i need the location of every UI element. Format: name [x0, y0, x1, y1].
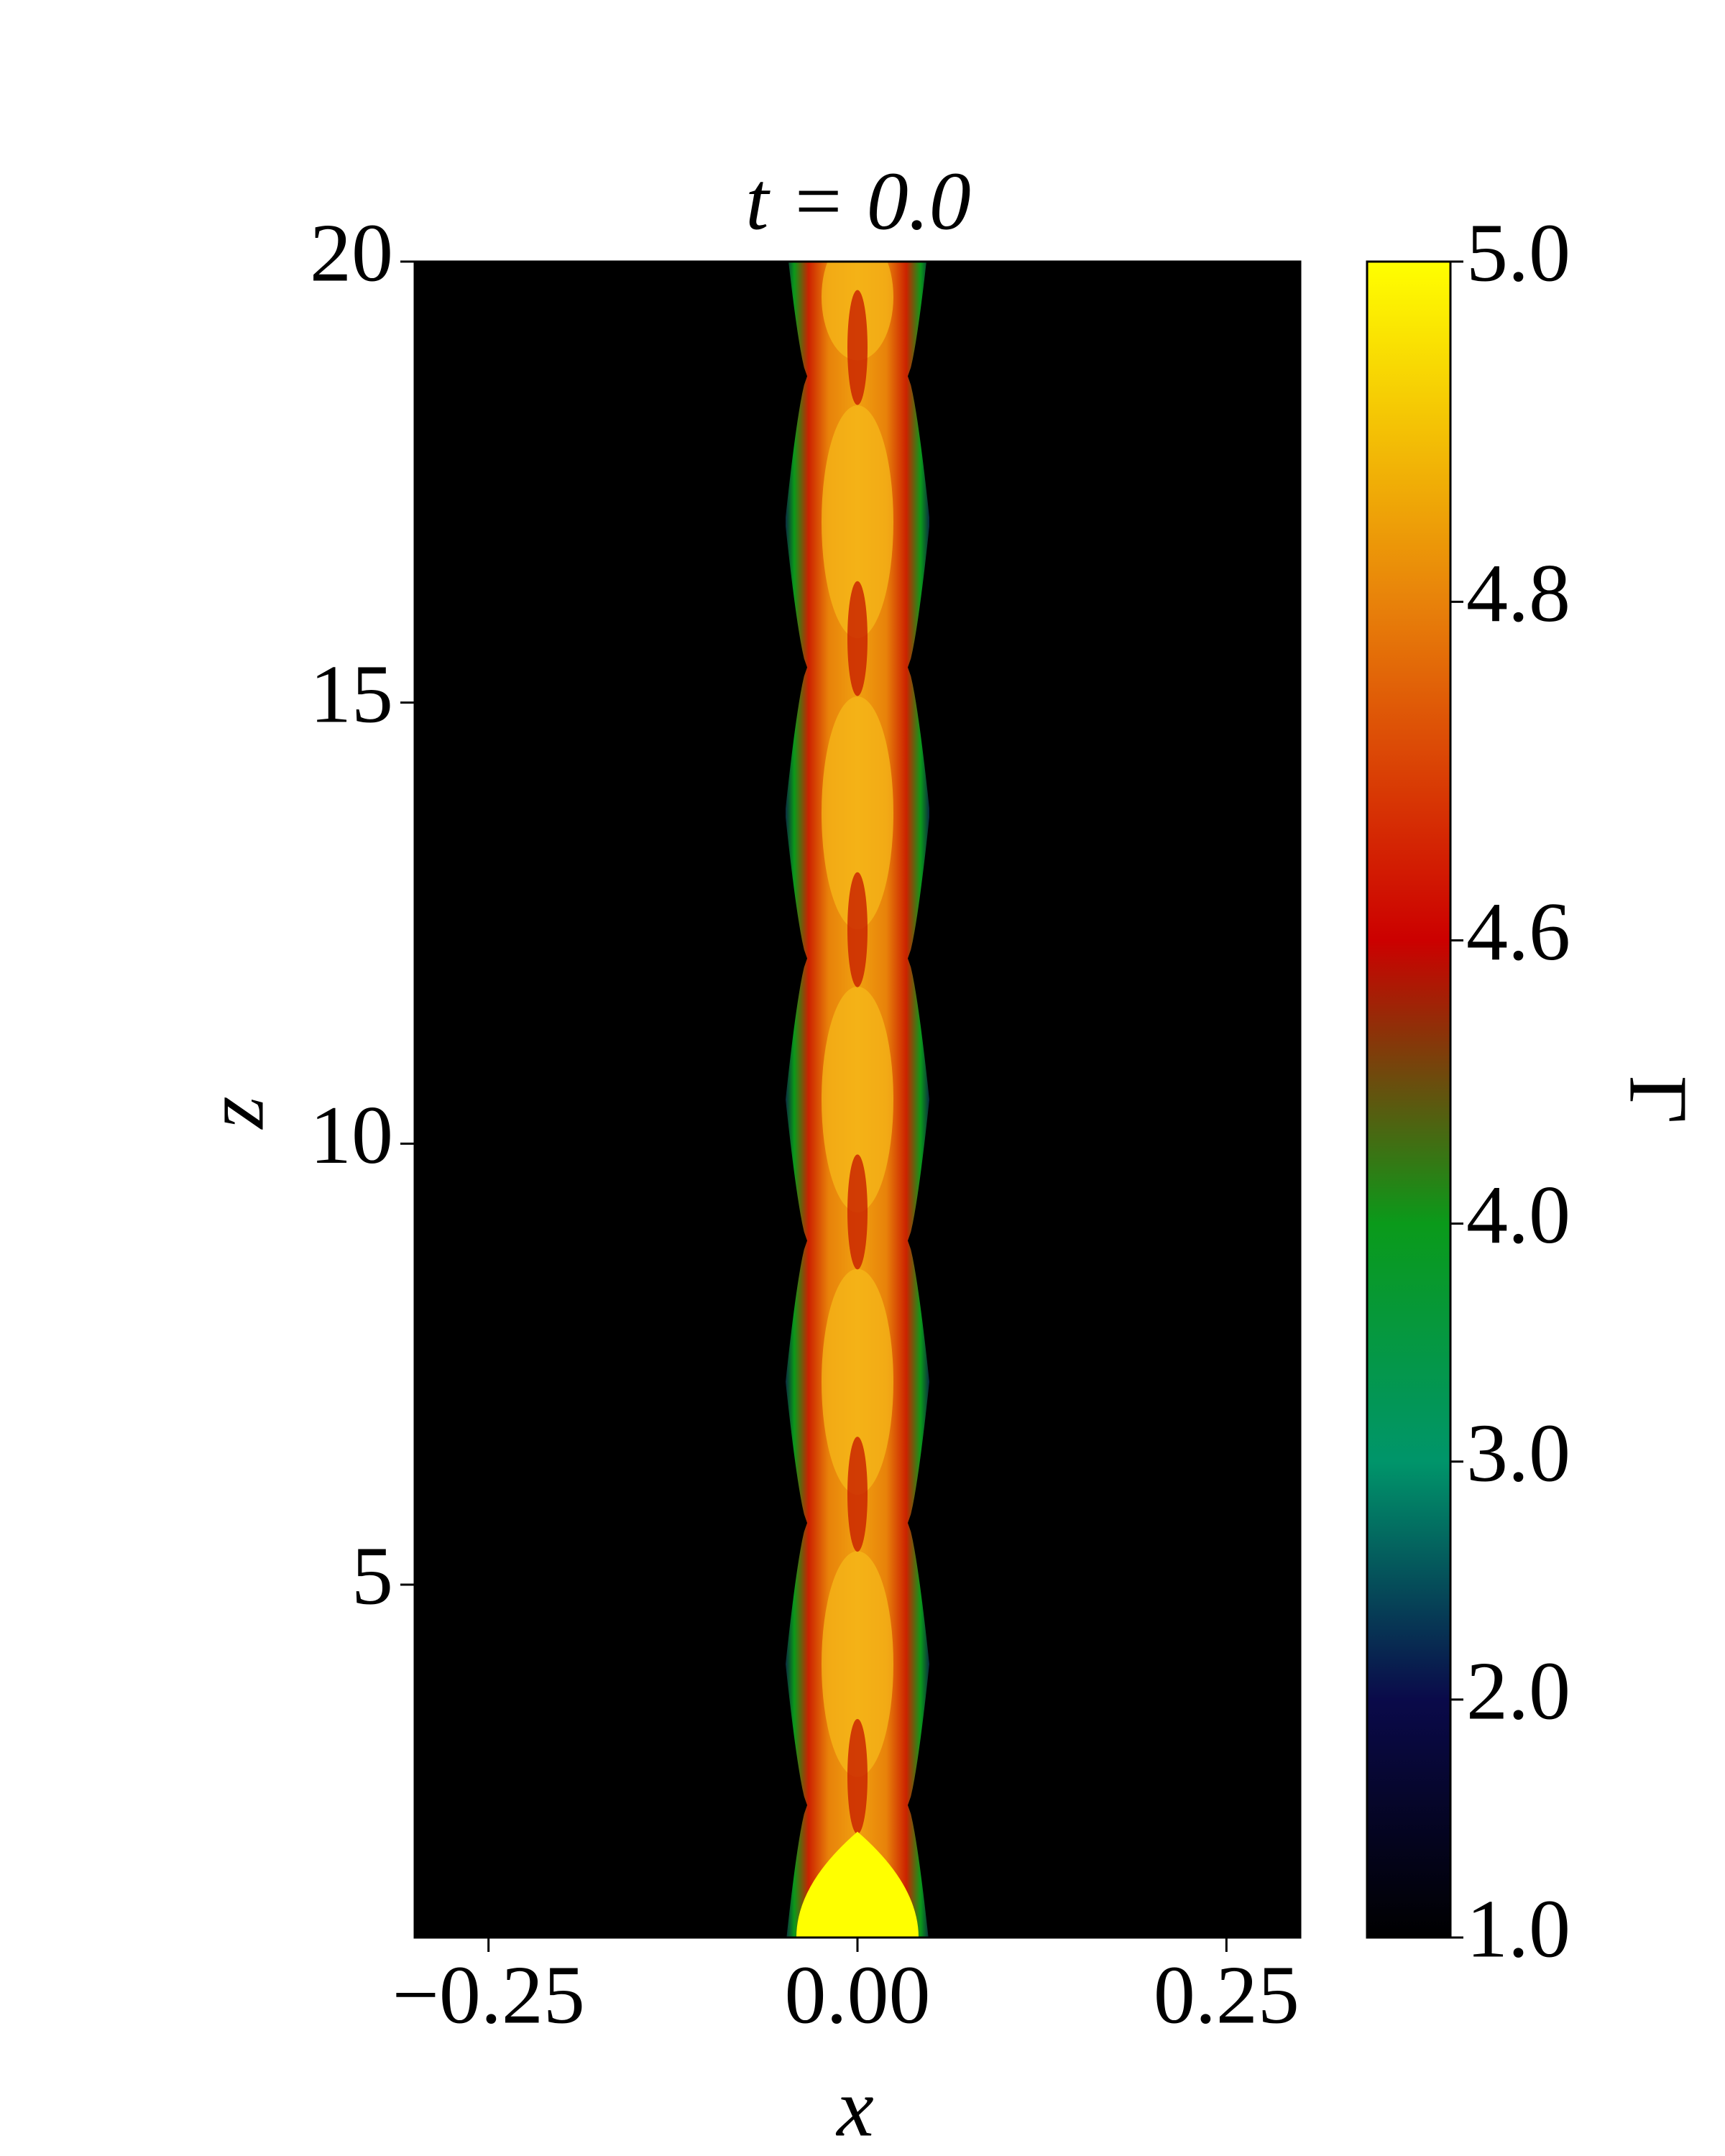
- y-tick-label: 20: [310, 208, 393, 300]
- y-axis-label: z: [190, 1096, 282, 1130]
- shock-cell: [822, 696, 893, 930]
- shock-cell: [822, 405, 893, 639]
- shock-core: [847, 872, 868, 987]
- colorbar-tick-label: 1.0: [1466, 1884, 1570, 1976]
- colorbar: [1366, 260, 1452, 1939]
- colorbar-tick-label: 4.8: [1466, 548, 1570, 640]
- colorbar-tick-label: 5.0: [1466, 208, 1570, 300]
- x-tick-label: 0.00: [785, 1950, 931, 2042]
- shock-cell: [822, 986, 893, 1213]
- shock-core: [847, 581, 868, 696]
- shock-core: [847, 290, 868, 405]
- chart-title: t = 0.0: [745, 156, 971, 248]
- x-tick-label: −0.25: [392, 1950, 584, 2042]
- shock-core: [847, 1718, 868, 1834]
- y-tick-label: 10: [310, 1089, 393, 1181]
- y-tick-label: 5: [351, 1531, 393, 1623]
- x-axis-label: x: [835, 2063, 874, 2155]
- field-image: [415, 262, 1300, 1938]
- colorbar-label: Γ: [1611, 1075, 1703, 1123]
- colorbar-tick-label: 3.0: [1466, 1407, 1570, 1499]
- y-tick-label: 15: [310, 648, 393, 740]
- colorbar-tick-label: 4.0: [1466, 1169, 1570, 1261]
- inlet: [796, 1831, 919, 1938]
- shock-cell: [822, 1551, 893, 1777]
- colorbar-tick-label: 2.0: [1466, 1645, 1570, 1737]
- shock-cell: [822, 1268, 893, 1495]
- shock-core: [847, 1154, 868, 1270]
- shock-core: [847, 1437, 868, 1552]
- x-tick-label: 0.25: [1154, 1950, 1300, 2042]
- colorbar-tick-label: 4.6: [1466, 886, 1570, 978]
